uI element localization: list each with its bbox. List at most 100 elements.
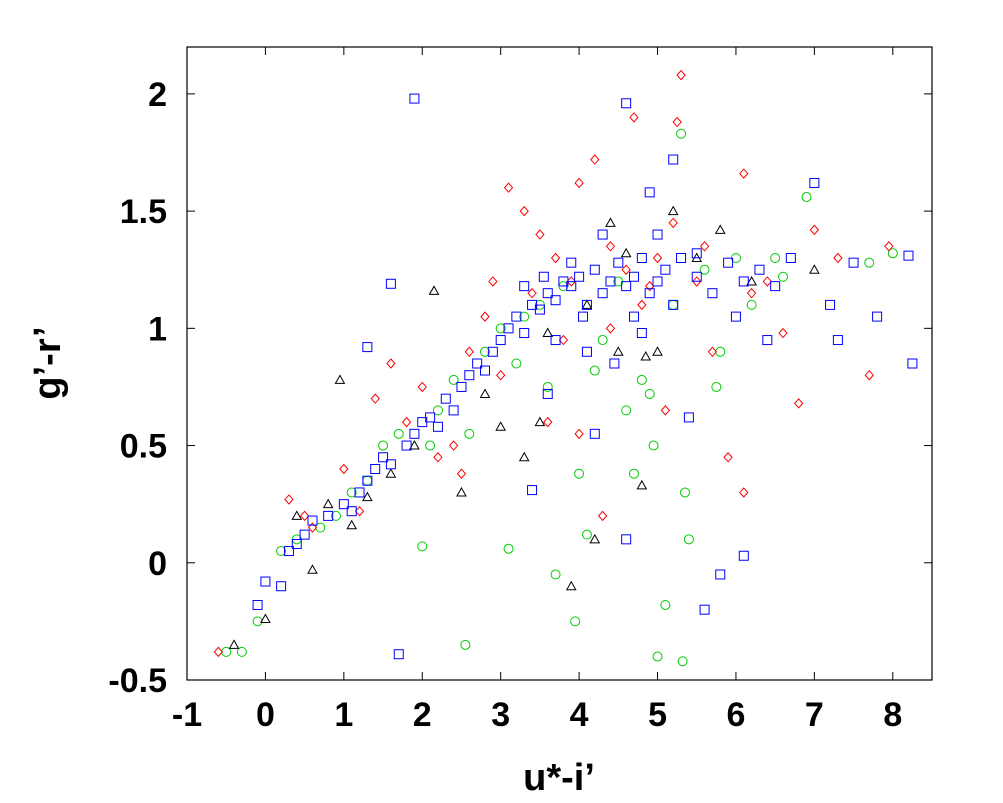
square-point: [291, 539, 302, 550]
circle-point: [660, 599, 671, 610]
diamond-point: [386, 358, 396, 369]
x-axis: -1 0 1 2 3 4 5 6 7 8: [172, 47, 902, 734]
diamond-point: [637, 299, 647, 311]
square-point: [456, 381, 467, 392]
diamond-point: [566, 276, 576, 287]
circle-point: [636, 374, 647, 385]
triangle-point: [346, 519, 358, 530]
square-point: [299, 529, 310, 540]
triangle-point: [307, 564, 318, 574]
square-point: [401, 440, 412, 451]
triangle-point: [428, 285, 440, 295]
x-tick-label: 8: [883, 696, 902, 734]
diamond-point: [574, 428, 584, 440]
triangle-point: [612, 346, 624, 356]
circle-point: [480, 346, 490, 357]
diamond-point: [284, 494, 294, 505]
diamond-point: [833, 252, 843, 264]
square-point: [581, 299, 592, 310]
square-point: [425, 412, 436, 423]
circle-point: [378, 440, 389, 451]
circle-point: [677, 656, 688, 667]
square-point: [809, 177, 820, 188]
triangle-point: [565, 580, 577, 591]
x-tick-label: 4: [570, 696, 589, 734]
x-tick-label: 2: [413, 696, 432, 734]
diamond-point: [660, 405, 671, 416]
circle-point: [629, 468, 639, 479]
square-point: [621, 534, 632, 545]
square-point: [699, 604, 710, 615]
triangle-point: [667, 205, 679, 216]
square-point: [723, 257, 734, 268]
circle-point: [887, 248, 898, 259]
square-point: [574, 271, 585, 282]
square-point: [578, 311, 589, 322]
diamond-point: [543, 416, 553, 428]
diamond-point: [433, 452, 443, 463]
triangle-point: [518, 451, 530, 462]
square-point: [609, 358, 620, 369]
diamond-point: [884, 241, 894, 252]
diamond-point: [597, 510, 608, 522]
square-point: [730, 311, 741, 322]
square-point: [432, 421, 443, 432]
data-points: [213, 69, 918, 667]
diamond-point: [464, 346, 474, 358]
diamond-point: [213, 646, 224, 658]
diamond-point: [645, 280, 655, 292]
square-point: [903, 250, 914, 261]
diamond-point: [370, 393, 380, 404]
triangle-point: [605, 217, 616, 227]
square-point: [644, 288, 655, 299]
diamond-point: [558, 334, 569, 346]
circle-point: [331, 510, 341, 521]
y-tick-label: -0.5: [108, 662, 167, 700]
square-point: [832, 335, 843, 346]
circle-point: [778, 271, 788, 282]
square-point: [487, 346, 498, 357]
triangle-point: [534, 416, 546, 427]
triangle-point: [260, 613, 271, 624]
circle-point: [448, 374, 459, 385]
square-point: [519, 281, 530, 292]
diamond-point: [699, 241, 710, 252]
square-point: [691, 271, 702, 282]
square-point: [448, 405, 459, 416]
square-point: [738, 276, 749, 287]
diamond-point: [574, 177, 584, 189]
diamond-point: [354, 505, 365, 517]
square-point: [550, 295, 561, 306]
square-point: [566, 257, 577, 268]
square-point: [362, 342, 373, 353]
diamond-point: [488, 276, 498, 287]
diamond-point: [299, 510, 310, 522]
diamond-point: [739, 487, 749, 498]
square-point: [691, 248, 702, 259]
diamond-point: [519, 205, 529, 217]
y-tick-label: 0: [148, 545, 167, 583]
circle-point: [711, 381, 722, 392]
diamond-point: [676, 69, 686, 81]
y-tick-label: 1.5: [120, 193, 167, 231]
square-point: [707, 288, 718, 299]
square-point: [550, 335, 561, 346]
triangle-point: [334, 374, 346, 384]
square-point: [385, 459, 396, 470]
square-point: [660, 264, 671, 275]
circle-point: [276, 546, 287, 557]
square-point: [738, 550, 749, 561]
circle-point: [746, 299, 757, 310]
triangle-point: [589, 533, 601, 544]
square-point: [605, 276, 616, 287]
diamond-point: [307, 522, 318, 533]
plot-frame: [186, 46, 933, 681]
diamond-point: [480, 311, 490, 322]
diamond-point: [496, 369, 506, 381]
diamond-point: [417, 381, 427, 393]
square-point: [668, 154, 679, 165]
square-point: [542, 388, 553, 399]
circle-point: [460, 639, 471, 650]
diamond-point: [590, 154, 600, 165]
